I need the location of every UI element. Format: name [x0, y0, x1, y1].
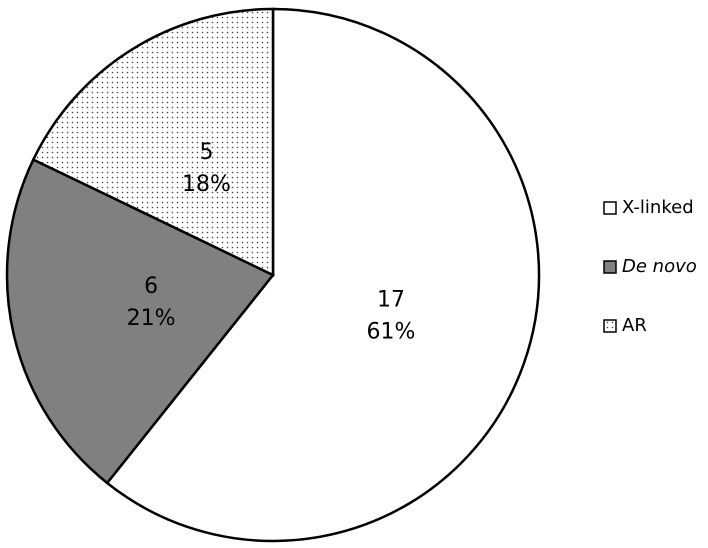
pie-slice — [105, 7, 541, 543]
pie-slice — [31, 7, 275, 277]
slice-percent: 61% — [367, 319, 416, 344]
pie-slice — [5, 157, 275, 485]
legend-swatch — [603, 319, 617, 333]
legend-label: AR — [622, 315, 647, 336]
slice-percent: 18% — [182, 172, 231, 197]
slice-percent: 21% — [127, 306, 176, 331]
legend-swatch — [603, 201, 617, 215]
legend-label: X-linked — [622, 197, 694, 218]
slice-value: 6 — [144, 274, 158, 299]
slice-value: 17 — [377, 287, 405, 312]
slice-value: 5 — [199, 140, 213, 165]
legend-swatch — [603, 260, 617, 274]
legend-label: De novo — [622, 256, 697, 277]
